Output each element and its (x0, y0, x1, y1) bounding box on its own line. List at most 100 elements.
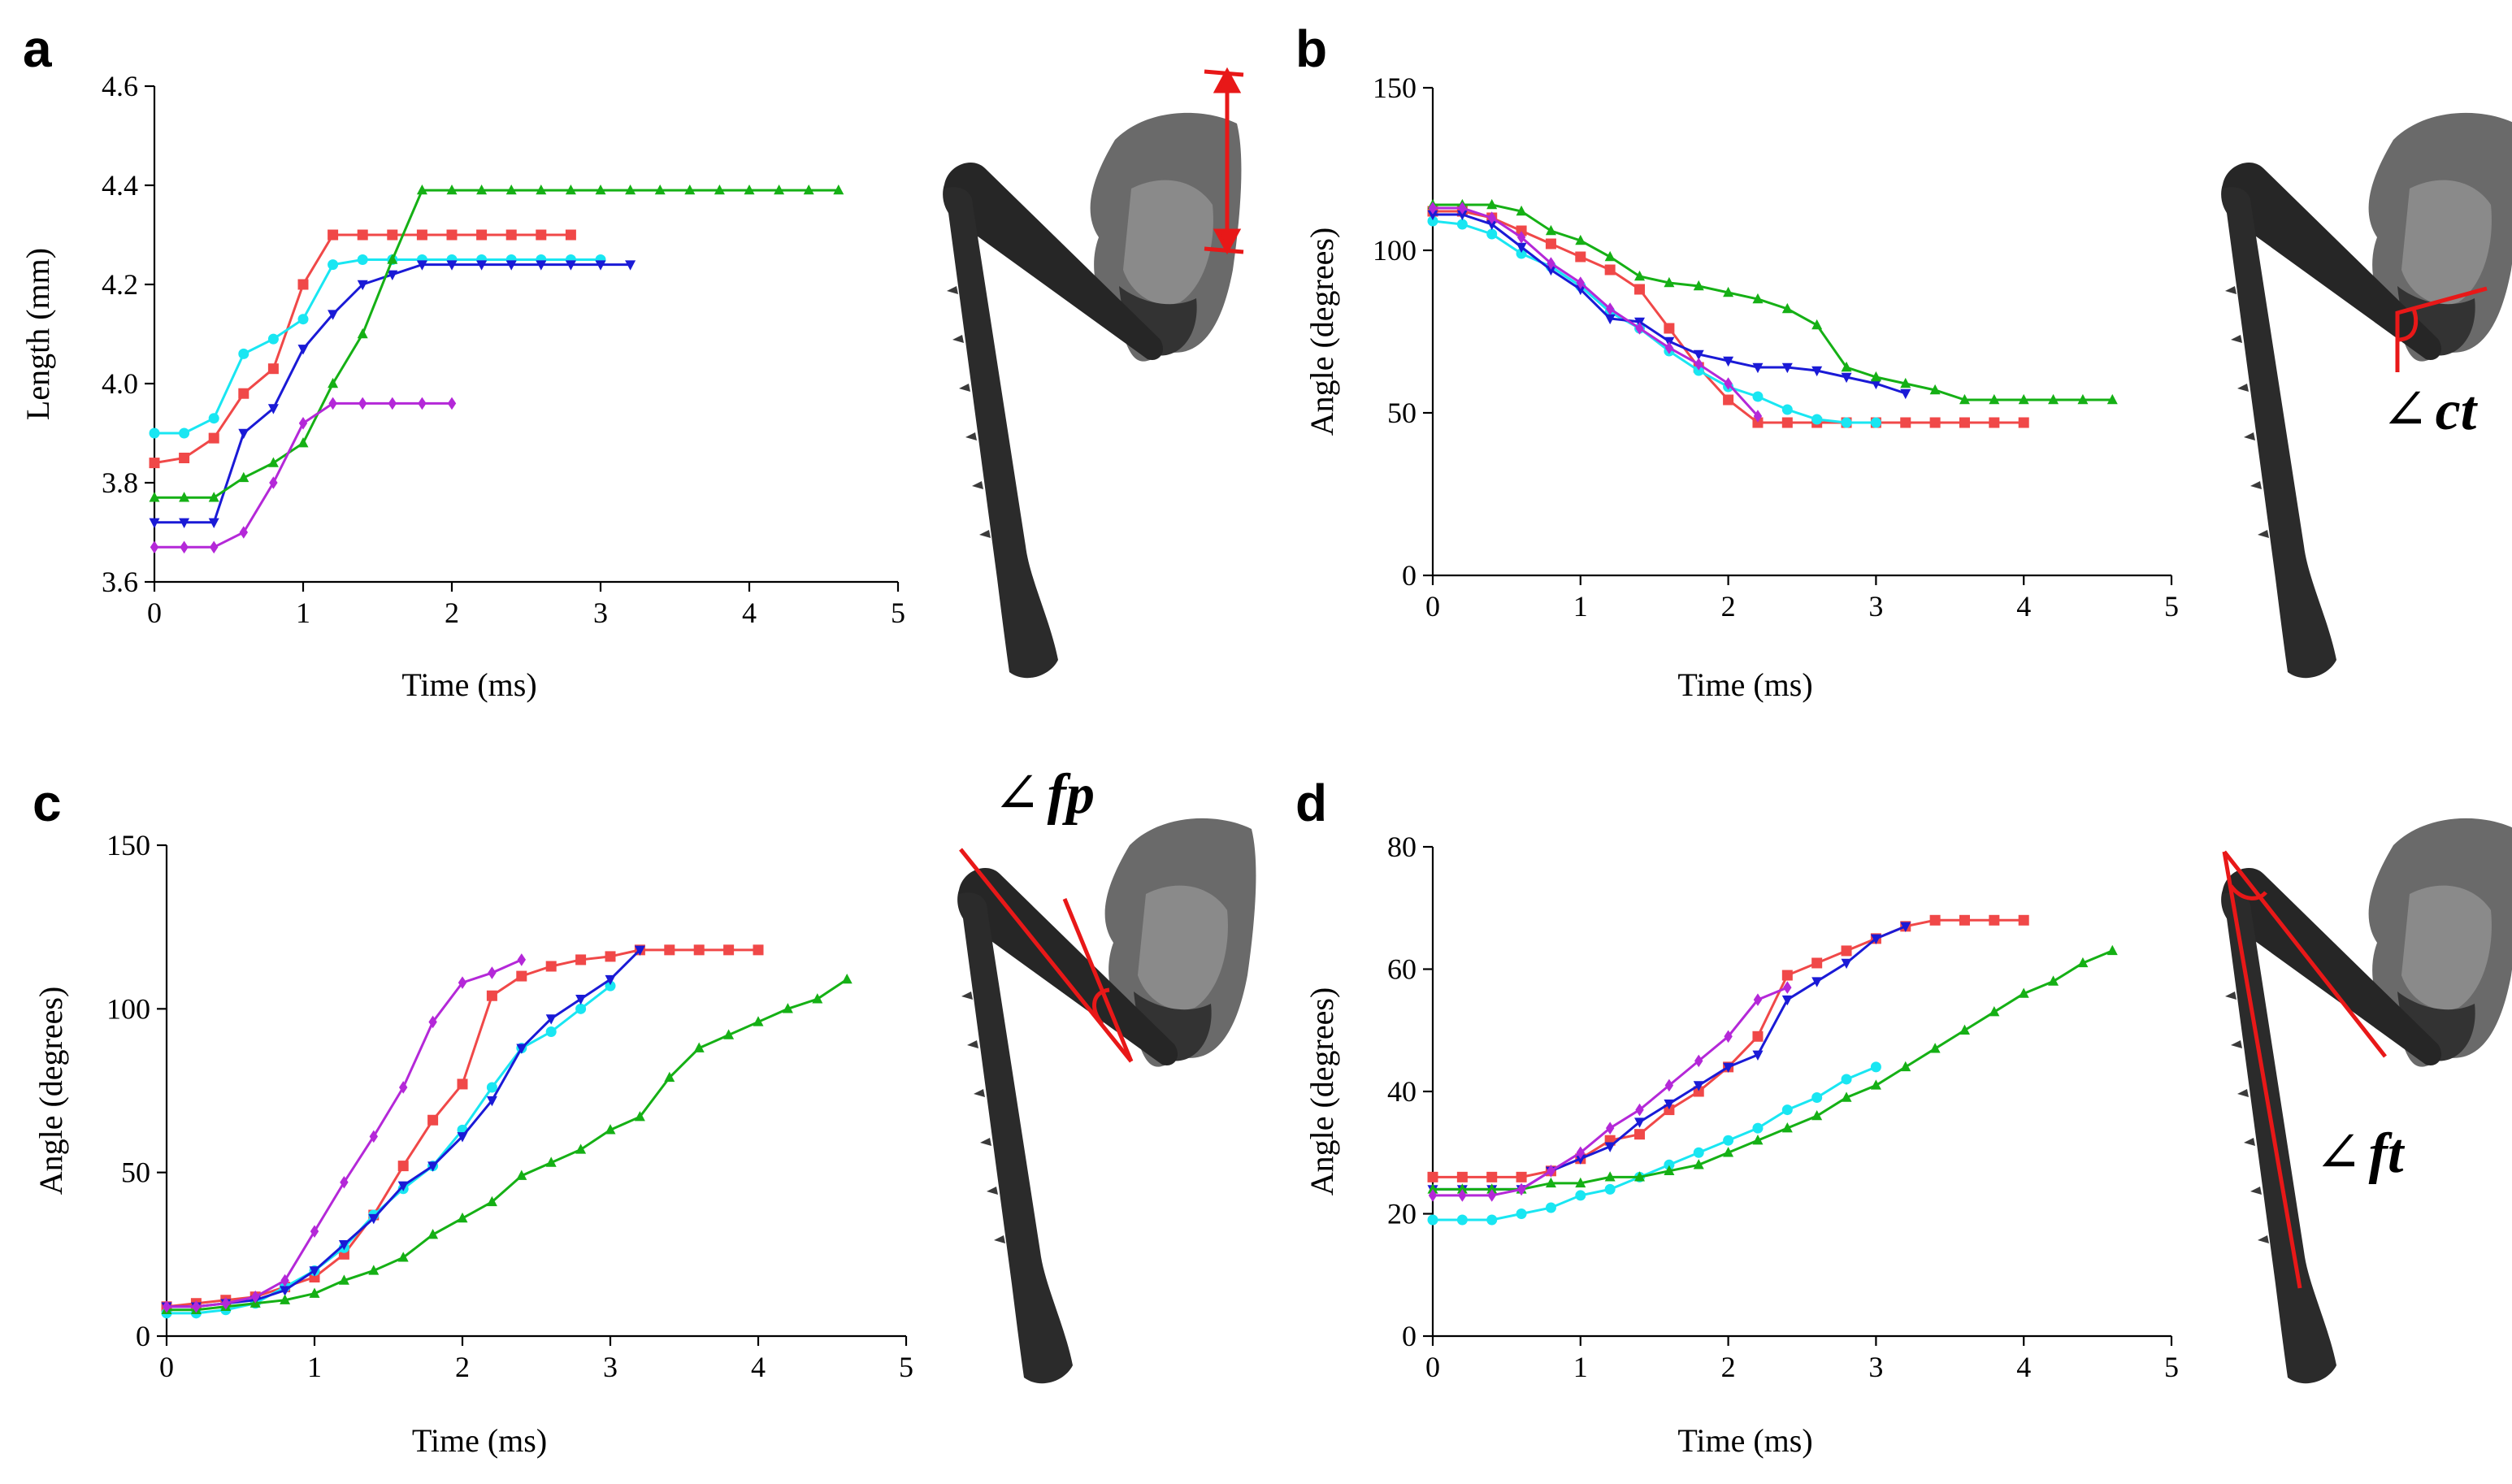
data-point (1458, 1189, 1467, 1202)
data-point (1781, 362, 1793, 374)
y-tick-label: 3.6 (102, 566, 138, 598)
data-point (179, 518, 190, 528)
data-point (357, 280, 368, 291)
data-point (1841, 958, 1852, 970)
data-point (2048, 975, 2059, 986)
y-tick-label: 100 (106, 992, 150, 1025)
data-point (803, 184, 814, 195)
data-point (505, 260, 517, 271)
data-point (476, 184, 488, 195)
data-point (387, 254, 398, 264)
length-measure-annotation (1204, 67, 1244, 255)
data-point (1929, 914, 1941, 926)
data-point (536, 184, 547, 195)
x-axis-label: Time (ms) (412, 1422, 547, 1459)
data-point (664, 944, 675, 956)
data-point (486, 990, 497, 1001)
chart-panel-a: 0 1 2 3 4 5 3.6 3.8 4.0 4.2 4.4 4.6 Time (ms) Length … (20, 70, 905, 703)
data-point (1575, 1190, 1586, 1201)
data-point (1870, 417, 1881, 428)
data-point (1870, 379, 1881, 390)
y-tick-label: 50 (121, 1156, 150, 1189)
data-point (1841, 372, 1852, 384)
data-point (1428, 1189, 1438, 1202)
data-point (221, 1296, 230, 1310)
data-point (298, 417, 308, 430)
data-point (1811, 1092, 1823, 1104)
data-point (664, 1071, 675, 1083)
angle-ct-label: ∠ ct (2381, 380, 2479, 442)
data-point (1694, 358, 1703, 371)
x-tick-label: 0 (159, 1351, 174, 1383)
data-point (428, 1015, 437, 1029)
data-point (1753, 410, 1763, 423)
y-axis-label: Angle (degrees) (1304, 228, 1340, 436)
data-point (1486, 198, 1498, 210)
series-line-cyan (154, 258, 601, 435)
data-point (427, 1161, 439, 1172)
data-point (179, 492, 190, 502)
data-point (575, 954, 587, 965)
data-point (1752, 1135, 1764, 1145)
data-point (208, 432, 219, 444)
data-point (446, 184, 458, 195)
data-point (416, 229, 427, 241)
data-point (239, 526, 248, 539)
data-point (1634, 1117, 1646, 1128)
data-point (1576, 276, 1585, 289)
data-point (1604, 1183, 1616, 1195)
data-point (1545, 238, 1556, 250)
panel-label-c: c (33, 774, 62, 832)
series-magenta (150, 397, 457, 554)
data-point (267, 457, 279, 467)
chart-panel-d: 0 1 2 3 4 5 0 20 40 60 80 Time (ms) Angle (degrees) (1304, 831, 2179, 1459)
data-point (1781, 1104, 1793, 1116)
x-tick-label: 2 (445, 597, 459, 629)
data-point (1634, 1171, 1646, 1182)
y-tick-label: 4.0 (102, 367, 138, 400)
x-tick-label: 4 (2016, 590, 2031, 623)
data-point (328, 310, 339, 320)
x-tick-label: 2 (1721, 590, 1736, 623)
data-point (328, 229, 339, 241)
panel-label-d: d (1295, 774, 1327, 832)
series-line-cyan (1432, 219, 1876, 424)
data-point (149, 492, 160, 502)
data-point (1781, 1122, 1793, 1133)
data-point (1693, 365, 1704, 376)
data-point (605, 974, 616, 986)
data-point (416, 184, 427, 195)
data-point (1870, 371, 1881, 382)
data-point (1752, 1122, 1764, 1134)
data-point (1427, 1171, 1438, 1182)
panel-label-b: b (1295, 20, 1327, 78)
data-point (1900, 417, 1911, 428)
data-point (280, 1274, 289, 1287)
data-point (1547, 257, 1555, 270)
data-point (340, 1175, 349, 1189)
data-point (1811, 977, 1823, 987)
series-line-magenta (1433, 986, 1788, 1197)
data-point (1487, 211, 1496, 224)
series-line-red (154, 233, 571, 465)
data-point (545, 961, 557, 972)
data-point (2018, 393, 2029, 405)
y-tick-label: 20 (1387, 1198, 1417, 1230)
data-point (545, 1156, 557, 1167)
data-point (309, 1266, 320, 1277)
series-magenta (1428, 981, 1792, 1202)
data-point (1605, 1122, 1615, 1135)
data-point (1516, 225, 1527, 236)
x-tick-label: 1 (307, 1351, 322, 1383)
data-point (1427, 215, 1438, 227)
data-point (476, 260, 488, 271)
data-point (774, 184, 785, 195)
data-point (1752, 362, 1764, 374)
data-point (1811, 414, 1823, 425)
data-point (1516, 242, 1527, 254)
data-point (267, 363, 279, 375)
data-point (427, 1229, 439, 1239)
angle-ft-label: ∠ ft (2315, 1122, 2406, 1185)
data-point (1693, 1147, 1704, 1158)
data-point (1456, 219, 1468, 230)
